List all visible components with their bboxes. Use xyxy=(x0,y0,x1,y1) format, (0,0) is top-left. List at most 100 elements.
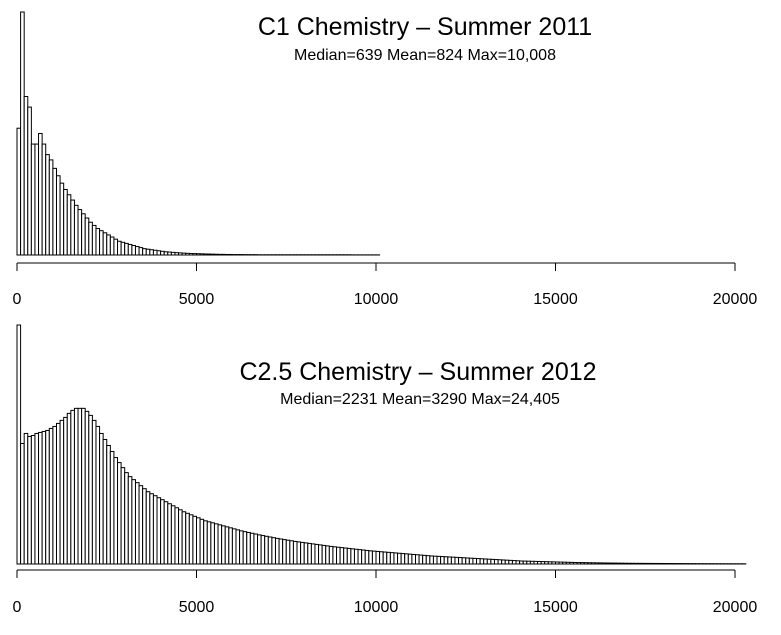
chart-2-subtitle: Median=2231 Mean=3290 Max=24,405 xyxy=(280,391,560,408)
histogram-bar xyxy=(134,482,140,565)
x-tick-label: 20000 xyxy=(713,599,758,616)
histogram-bar xyxy=(185,512,190,565)
histogram-bar xyxy=(16,324,22,565)
histogram-bar xyxy=(580,562,585,565)
histogram-bar xyxy=(598,562,603,565)
histogram-bar xyxy=(605,562,610,565)
histogram-bar xyxy=(364,549,370,565)
histogram-bar xyxy=(511,560,517,565)
histogram-bar xyxy=(228,253,233,256)
histogram-bar xyxy=(181,252,187,256)
histogram-bar xyxy=(160,499,165,565)
histogram-bar xyxy=(569,561,574,565)
histogram-bar xyxy=(188,253,194,256)
histogram-bar xyxy=(149,493,154,565)
histogram-bar xyxy=(257,534,262,565)
histogram-bar xyxy=(117,462,122,565)
histogram-bar xyxy=(77,407,83,565)
histogram-bar xyxy=(95,228,101,256)
histogram-bar xyxy=(558,561,564,565)
histogram-bar xyxy=(213,523,219,565)
x-tick-label: 5000 xyxy=(179,599,215,616)
histogram-bar xyxy=(418,554,424,565)
histogram-bar xyxy=(662,563,668,565)
histogram-bar xyxy=(142,248,147,256)
histogram-bar xyxy=(178,252,183,256)
histogram-bar xyxy=(264,535,269,565)
histogram-bar xyxy=(181,511,187,565)
histogram-bar xyxy=(84,217,90,256)
histogram-bar xyxy=(328,545,334,565)
histogram-bar xyxy=(353,548,359,565)
histogram-bar xyxy=(81,213,86,256)
histogram-bar xyxy=(73,407,79,565)
histogram-bar xyxy=(142,488,147,565)
histogram-bar xyxy=(192,253,198,256)
histogram-bar xyxy=(156,497,162,565)
histogram-bar xyxy=(27,106,32,256)
histogram-bar xyxy=(562,561,567,565)
histogram-bar xyxy=(612,562,618,565)
histogram-bar xyxy=(425,555,431,565)
histogram-bar xyxy=(156,250,162,256)
histogram-bar xyxy=(292,540,298,565)
histogram-bar xyxy=(174,252,180,256)
histogram-bar xyxy=(59,182,65,256)
histogram-bar xyxy=(501,559,506,565)
histogram-bar xyxy=(131,479,136,565)
histogram-bar xyxy=(199,253,205,256)
histogram-bar xyxy=(30,434,36,565)
histogram-bar xyxy=(476,558,481,565)
histogram-bar xyxy=(278,538,284,565)
histogram-bar xyxy=(343,547,348,565)
histogram-bar xyxy=(465,557,470,565)
histogram-bar xyxy=(63,416,68,565)
histogram-bar xyxy=(253,533,259,565)
histogram-bar xyxy=(59,419,65,565)
histogram-bar xyxy=(149,249,154,256)
histogram-bar xyxy=(655,562,661,565)
histogram-bar xyxy=(77,209,83,256)
histogram-bar xyxy=(106,234,111,256)
histogram-bar xyxy=(52,425,57,565)
histogram-bar xyxy=(303,542,309,565)
histogram-bar xyxy=(203,253,208,256)
histogram-bar xyxy=(239,530,244,565)
x-tick-label: 10000 xyxy=(354,291,399,308)
histogram-bar xyxy=(152,249,158,256)
histogram-bar xyxy=(210,253,215,256)
histogram-bar xyxy=(34,143,40,256)
histogram-bar xyxy=(436,555,442,565)
x-tick-label: 15000 xyxy=(533,599,578,616)
histogram-bar xyxy=(587,562,592,565)
histogram-bar xyxy=(572,561,578,565)
histogram-bar xyxy=(188,514,194,565)
histogram-bar xyxy=(145,491,151,565)
histogram-bar xyxy=(113,238,119,256)
histogram-bar xyxy=(73,204,79,256)
histogram-bar xyxy=(48,159,54,256)
histogram-bar xyxy=(81,407,86,565)
histogram-bar xyxy=(102,232,108,256)
histogram-bar xyxy=(447,556,452,565)
histogram-bar xyxy=(271,537,276,565)
histogram-bar xyxy=(289,540,294,565)
histogram-bar xyxy=(630,562,635,565)
histogram-bar xyxy=(91,224,97,256)
histogram-bar xyxy=(127,243,133,256)
histogram-bar xyxy=(339,547,345,565)
histogram-bar xyxy=(66,194,72,256)
histogram-bar xyxy=(440,556,445,565)
histogram-bar xyxy=(106,445,111,565)
histogram-bar xyxy=(99,432,104,565)
histogram-bar xyxy=(454,556,460,565)
histogram-bar xyxy=(357,549,363,565)
histogram-bar xyxy=(242,531,248,565)
histogram-bar xyxy=(127,476,133,565)
histogram-bar xyxy=(555,561,560,565)
histogram-bar xyxy=(314,543,320,565)
histogram-bar xyxy=(174,507,180,565)
histogram-bar xyxy=(483,558,488,565)
histogram-bar xyxy=(160,250,165,256)
histogram-bar xyxy=(41,430,47,565)
